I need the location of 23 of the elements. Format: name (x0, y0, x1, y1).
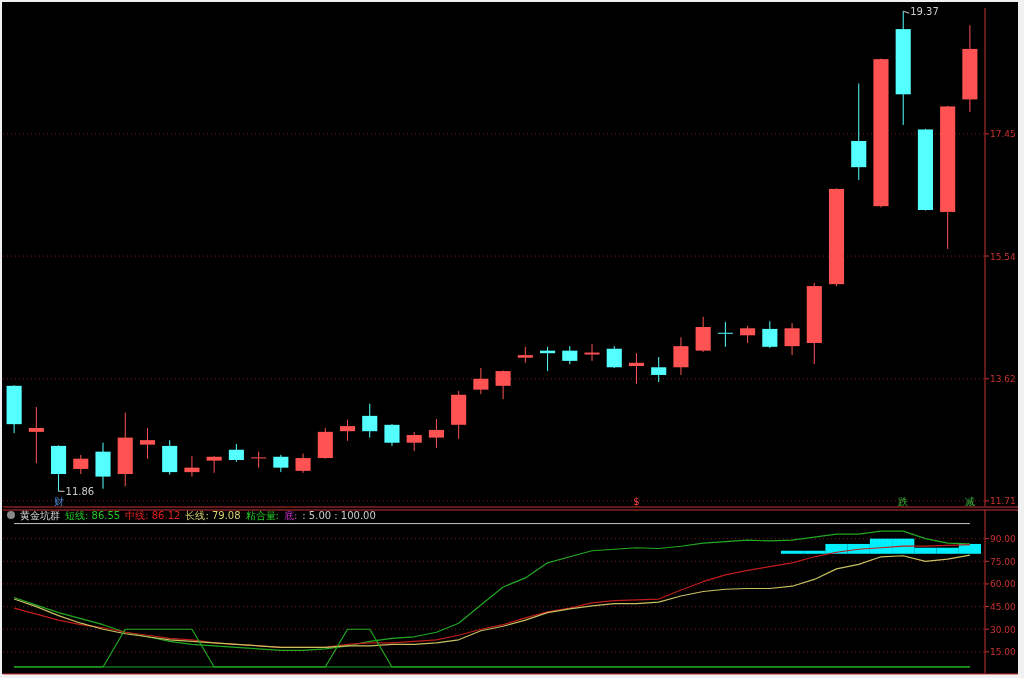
annotation: 底: (283, 510, 298, 521)
annotation: 跌 (898, 496, 909, 507)
annotation: 长线: 79.08 (185, 510, 241, 521)
y-tick-label: 45.00 (990, 602, 1017, 613)
y-tick-label: 11.71 (990, 496, 1016, 507)
y-tick-label: 30.00 (990, 624, 1017, 635)
y-tick-label: 17.45 (990, 129, 1016, 140)
annotation: 中线: 86.12 (125, 510, 181, 521)
annotation: $ (633, 496, 640, 507)
annotation: 19.37 (910, 6, 939, 18)
annotation: 减 (964, 496, 975, 507)
y-tick-label: 15.54 (990, 251, 1017, 262)
y-tick-label: 60.00 (990, 579, 1017, 590)
y-tick-label: 90.00 (990, 534, 1017, 545)
annotation: : 5.00 : 100.00 (302, 510, 376, 521)
y-tick-label: 75.00 (990, 556, 1017, 567)
y-tick-label: 15.00 (990, 647, 1017, 658)
annotation: 粘合量: (245, 510, 279, 521)
annotation: 11.86 (65, 486, 95, 498)
y-tick-label: 13.62 (990, 374, 1016, 385)
annotation: 短线: 86.55 (65, 510, 121, 521)
chart-title: 黄金坑群 (20, 510, 60, 521)
annotation: 财 (53, 496, 64, 507)
